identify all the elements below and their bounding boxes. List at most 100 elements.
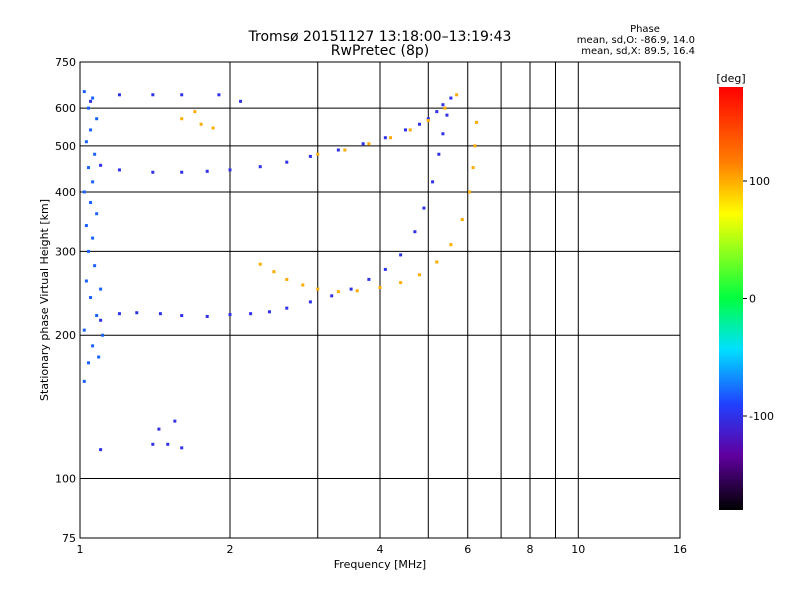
data-point	[95, 314, 99, 318]
data-point	[117, 168, 121, 172]
data-point	[426, 119, 430, 123]
data-point	[211, 126, 215, 130]
y-tick-label: 500	[55, 140, 76, 153]
data-point	[180, 314, 184, 318]
data-point	[301, 283, 305, 287]
y-tick-label: 300	[55, 245, 76, 258]
data-point	[193, 110, 197, 114]
data-point	[455, 93, 459, 97]
y-tick-label: 400	[55, 186, 76, 199]
y-tick-label: 100	[55, 473, 76, 486]
data-point	[101, 333, 105, 337]
data-point	[166, 442, 170, 446]
data-point	[97, 355, 101, 359]
data-point	[93, 152, 97, 156]
data-point	[205, 169, 209, 173]
data-point	[86, 106, 90, 110]
colorbar-label: [deg]	[716, 72, 745, 85]
data-point	[135, 311, 139, 315]
data-point	[89, 99, 93, 103]
data-point	[408, 128, 412, 132]
data-point	[84, 140, 88, 144]
data-point	[389, 136, 393, 140]
data-point	[84, 279, 88, 283]
data-point	[475, 120, 479, 124]
data-point	[82, 379, 86, 383]
colorbar-gradient	[719, 87, 743, 510]
data-point	[383, 267, 387, 271]
data-point	[158, 312, 162, 316]
data-point	[199, 122, 203, 126]
data-point	[417, 273, 421, 277]
data-point	[272, 270, 276, 274]
data-point	[343, 148, 347, 152]
y-tick-label: 200	[55, 329, 76, 342]
x-tick-label: 1	[77, 543, 84, 556]
data-point	[367, 142, 371, 146]
data-point	[84, 224, 88, 228]
colorbar: [deg] 100 0 -100	[716, 72, 774, 510]
data-point	[91, 96, 95, 100]
data-point	[443, 106, 447, 110]
data-point	[473, 144, 477, 148]
data-point	[82, 90, 86, 94]
colorbar-tick-label: 100	[749, 175, 770, 188]
data-point	[417, 122, 421, 126]
data-point	[180, 93, 184, 97]
data-point	[93, 264, 97, 268]
data-point	[471, 166, 475, 170]
data-point	[449, 243, 453, 247]
data-point	[285, 306, 289, 310]
x-axis-label: Frequency [MHz]	[334, 558, 426, 571]
data-point	[399, 253, 403, 257]
data-point	[86, 166, 90, 170]
data-point	[99, 163, 103, 167]
data-point	[151, 170, 155, 174]
data-point	[89, 201, 93, 205]
data-point	[180, 446, 184, 450]
data-point	[205, 314, 209, 318]
data-point	[91, 236, 95, 240]
data-point	[249, 312, 253, 316]
data-point	[316, 287, 320, 291]
data-point	[217, 93, 221, 97]
data-point	[82, 190, 86, 194]
x-tick-label: 2	[227, 543, 234, 556]
data-point	[441, 103, 445, 107]
data-point	[82, 328, 86, 332]
data-point	[445, 113, 449, 117]
data-point	[336, 290, 340, 294]
data-point	[355, 289, 359, 293]
data-point	[413, 230, 417, 234]
colorbar-ticks: 100 0 -100	[743, 175, 774, 423]
data-point	[91, 344, 95, 348]
data-point	[330, 294, 334, 298]
data-point	[383, 136, 387, 140]
data-point	[422, 206, 426, 210]
y-axis-ticks: 75 100 200 300 400 500 600 750	[55, 56, 76, 545]
data-point	[157, 427, 161, 431]
data-point	[367, 277, 371, 281]
data-point	[95, 212, 99, 216]
data-point	[399, 281, 403, 285]
y-tick-label: 75	[62, 532, 76, 545]
data-points	[82, 90, 479, 452]
data-point	[336, 148, 340, 152]
data-point	[99, 318, 103, 322]
x-tick-label: 10	[571, 543, 585, 556]
plot-frame	[79, 61, 681, 539]
data-point	[468, 190, 472, 194]
stats-x-mode: mean, sd,X: 89.5, 16.4	[581, 46, 695, 57]
y-tick-label: 750	[55, 56, 76, 69]
data-point	[228, 313, 232, 317]
data-point	[449, 96, 453, 100]
x-tick-label: 4	[377, 543, 384, 556]
data-point	[151, 442, 155, 446]
data-point	[180, 170, 184, 174]
stats-o-mode: mean, sd,O: -86.9, 14.0	[577, 35, 695, 46]
data-point	[86, 249, 90, 253]
colorbar-tick-label: -100	[749, 410, 774, 423]
data-point	[316, 152, 320, 156]
